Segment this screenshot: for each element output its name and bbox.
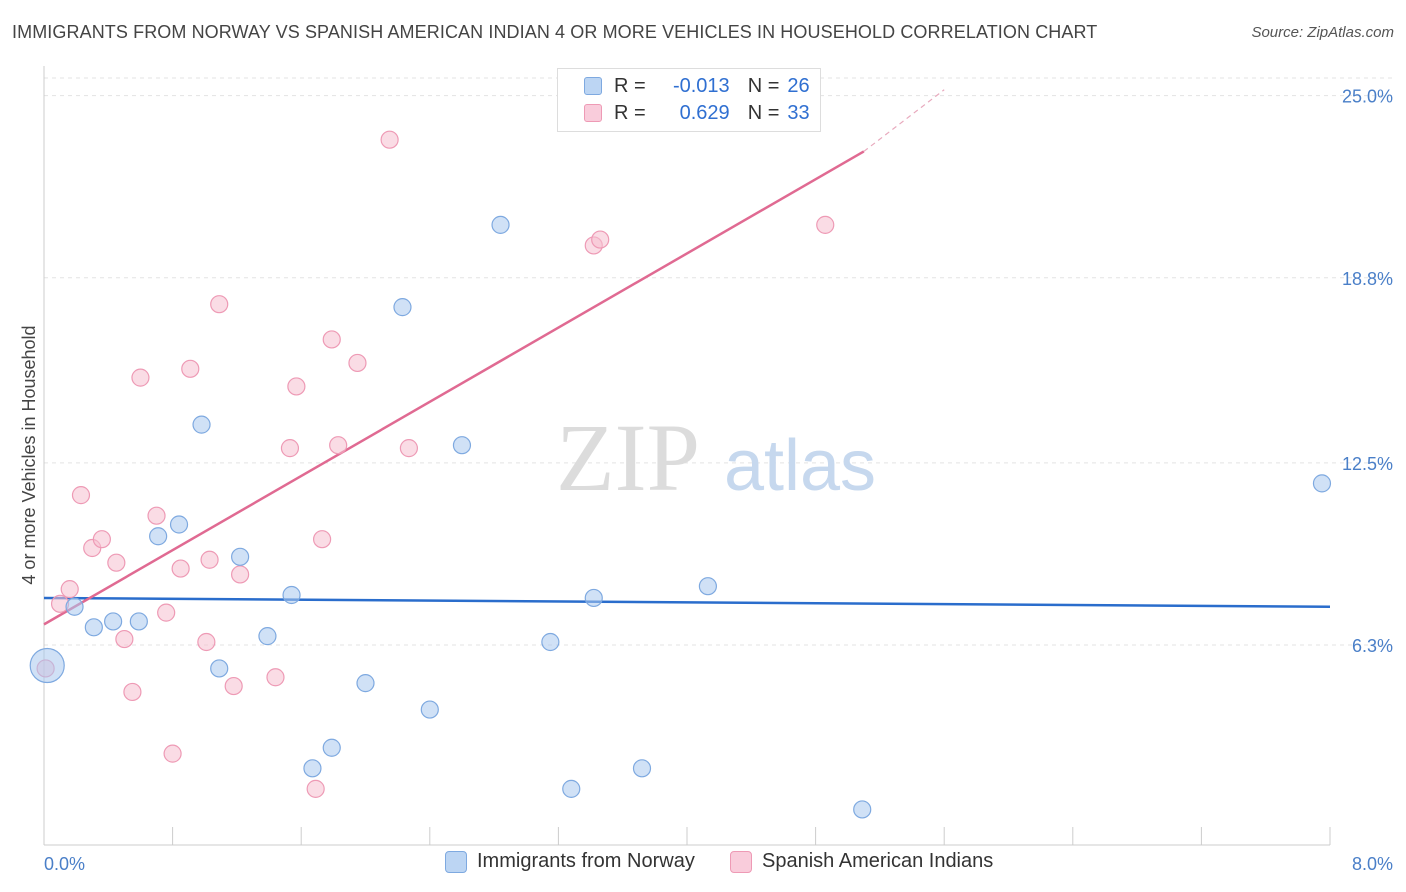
data-point-spanish <box>348 353 367 373</box>
data-point-norway <box>562 779 581 798</box>
data-points <box>29 130 1332 819</box>
data-point-norway <box>149 527 168 546</box>
n-value-spanish: 33 <box>787 101 810 124</box>
data-point-norway <box>129 612 148 631</box>
data-point-spanish <box>92 530 111 549</box>
data-point-norway <box>210 659 229 678</box>
data-point-spanish <box>591 230 610 249</box>
data-point-norway <box>356 674 375 693</box>
data-point-spanish <box>306 779 325 798</box>
data-point-spanish <box>115 629 134 649</box>
data-point-spanish <box>287 377 306 396</box>
data-point-norway <box>541 632 560 652</box>
trend-line-extension-1 <box>863 89 945 152</box>
r-label: R = <box>614 74 646 97</box>
data-point-norway <box>169 515 189 534</box>
data-point-spanish <box>322 330 341 349</box>
data-point-spanish <box>200 550 219 569</box>
r-label: R = <box>614 101 646 124</box>
watermark: ZIP atlas <box>556 404 876 511</box>
data-point-norway <box>393 298 412 317</box>
data-point-spanish <box>399 439 419 458</box>
data-point-spanish <box>60 580 79 599</box>
trend-lines <box>43 89 1331 626</box>
data-point-spanish <box>197 632 216 652</box>
spanish-swatch <box>584 104 602 122</box>
data-point-spanish <box>181 359 200 378</box>
data-point-spanish <box>131 368 150 387</box>
legend-item-norway[interactable]: Immigrants from Norway <box>445 850 695 873</box>
x-tick-label-max: 8.0% <box>1352 854 1393 874</box>
r-value-spanish: 0.629 <box>679 101 730 124</box>
data-point-spanish <box>71 486 91 505</box>
legend-row-norway: R = -0.013 N = 26 <box>584 73 810 99</box>
spanish-legend-swatch <box>730 850 752 873</box>
watermark-zip: ZIP <box>556 404 700 511</box>
data-point-norway <box>84 618 103 637</box>
data-point-norway <box>29 647 65 684</box>
data-point-norway <box>282 585 301 605</box>
data-point-spanish <box>123 682 142 702</box>
data-point-norway <box>258 627 277 646</box>
axes <box>43 66 1331 846</box>
data-point-norway <box>104 612 123 631</box>
data-point-spanish <box>380 130 399 149</box>
data-point-spanish <box>224 676 243 696</box>
data-point-norway <box>853 800 872 819</box>
data-point-norway <box>452 436 472 455</box>
source-note: Source: ZipAtlas.com <box>1251 24 1394 41</box>
watermark-atlas: atlas <box>724 426 876 506</box>
data-point-norway <box>420 700 439 719</box>
chart-title: IMMIGRANTS FROM NORWAY VS SPANISH AMERIC… <box>12 22 1098 42</box>
data-point-spanish <box>266 668 285 687</box>
legend-label-spanish: Spanish American Indians <box>762 850 994 872</box>
x-tick-label-min: 0.0% <box>44 854 85 874</box>
legend-item-spanish[interactable]: Spanish American Indians <box>730 850 993 873</box>
legend-label-norway: Immigrants from Norway <box>477 850 695 872</box>
data-point-spanish <box>210 295 229 314</box>
data-point-spanish <box>231 565 250 584</box>
data-point-spanish <box>171 559 190 578</box>
trend-line-1 <box>43 150 865 626</box>
axis-labels: 6.3% 12.5% 18.8% 25.0% 0.0% 8.0% 4 or more Veh… <box>19 87 1393 874</box>
y-tick-label: 18.8% <box>1342 269 1393 289</box>
y-axis-title: 4 or more Vehicles in Household <box>19 325 39 584</box>
series-legend: Immigrants from Norway Spanish American … <box>0 850 1406 880</box>
data-point-norway <box>322 738 341 757</box>
data-point-spanish <box>163 744 182 763</box>
n-label: N = <box>747 101 780 124</box>
legend-row-spanish: R = 0.629 N = 33 <box>584 100 810 126</box>
data-point-spanish <box>816 215 835 234</box>
data-point-spanish <box>107 553 126 572</box>
data-point-norway <box>231 547 250 566</box>
y-tick-label: 6.3% <box>1352 636 1393 656</box>
data-point-spanish <box>280 439 300 458</box>
n-value-norway: 26 <box>787 74 810 97</box>
norway-swatch <box>584 77 602 95</box>
r-value-norway: -0.013 <box>672 74 730 97</box>
data-point-norway <box>698 577 717 596</box>
data-point-norway <box>632 759 652 778</box>
data-point-spanish <box>157 603 176 622</box>
data-point-spanish <box>329 436 348 455</box>
trend-line-0 <box>43 596 1331 608</box>
data-point-norway <box>584 588 603 608</box>
data-point-spanish <box>147 506 166 525</box>
data-point-norway <box>65 597 84 616</box>
data-point-norway <box>491 215 510 234</box>
y-tick-label: 25.0% <box>1342 87 1393 107</box>
norway-legend-swatch <box>445 850 467 873</box>
data-point-norway <box>192 415 211 434</box>
stats-legend: R = -0.013 N = 26 R = 0.629 N = 33 <box>557 68 821 132</box>
data-point-norway <box>303 759 322 778</box>
data-point-spanish <box>312 530 332 549</box>
y-tick-label: 12.5% <box>1342 454 1393 474</box>
data-point-norway <box>1312 474 1332 493</box>
n-label: N = <box>747 74 780 97</box>
